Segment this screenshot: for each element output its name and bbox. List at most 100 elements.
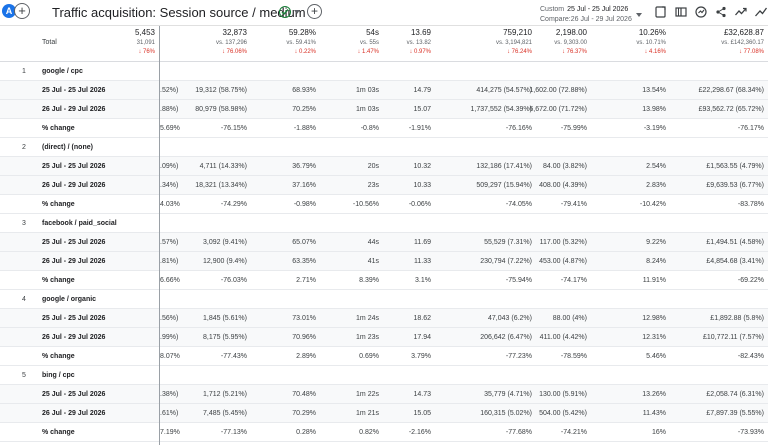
metric-cell: -0.06% xyxy=(408,201,431,208)
metric-cell: 8.24% xyxy=(646,258,666,265)
metric-cell: 15.07 xyxy=(413,106,431,113)
metric-cell: 160,315 (5.02%) xyxy=(480,410,532,417)
total-metric-value: 5,453 xyxy=(134,28,155,37)
metric-cell: 453.00 (4.87%) xyxy=(539,258,587,265)
check-icon[interactable] xyxy=(279,6,291,18)
metric-cell: 1m 03s xyxy=(356,106,379,113)
total-metric-delta: ↓ 76% xyxy=(138,49,155,55)
metric-cell: 44s xyxy=(367,239,379,246)
metric-cell: 12.98% xyxy=(642,315,666,322)
metric-cell: 11.91% xyxy=(642,277,666,284)
date-range-row: 26 Jul - 29 Jul 2026 .61%) 7,485 (5.45%) 70… xyxy=(0,404,768,423)
metric-cell: 13.98% xyxy=(642,106,666,113)
metric-cell: 0.82% xyxy=(359,429,379,436)
metric-cell: .99%) xyxy=(160,334,179,341)
percent-change-row: % change 7.19% -77.13% 0.28% 0.82% -2.16% -77.… xyxy=(0,423,768,442)
metric-cell: -76.15% xyxy=(220,125,247,132)
metric-cell: 65.07% xyxy=(292,239,316,246)
date-dropdown-icon[interactable] xyxy=(636,13,642,17)
metric-cell: .09%) xyxy=(160,163,179,170)
total-metric-delta: ↓ 76.06% xyxy=(221,49,247,55)
metric-cell: 5.69% xyxy=(160,125,180,132)
insights-icon[interactable] xyxy=(694,5,708,19)
metric-cell: 9.22% xyxy=(646,239,666,246)
group-header-row: 2 (direct) / (none) xyxy=(0,138,768,157)
row-label: 26 Jul - 29 Jul 2026 xyxy=(42,182,106,189)
metric-cell: 10.33 xyxy=(413,182,431,189)
total-metric-delta: ↓ 77.08% xyxy=(738,49,764,55)
date-range-picker[interactable]: Custom 25 Jul - 25 Jul 2026 Compare:26 Ju… xyxy=(540,5,640,25)
metric-cell: 132,186 (17.41%) xyxy=(476,163,532,170)
row-index: 1 xyxy=(22,68,26,75)
metric-cell: 230,794 (7.22%) xyxy=(480,258,532,265)
metric-cell: £4,854.68 (3.41%) xyxy=(706,258,764,265)
metric-cell: -1.91% xyxy=(408,125,431,132)
metric-cell: -76.03% xyxy=(220,277,247,284)
share-icon[interactable] xyxy=(714,5,728,19)
row-label: 25 Jul - 25 Jul 2026 xyxy=(42,163,106,170)
compare-columns-icon[interactable] xyxy=(674,5,688,19)
metric-cell: -76.17% xyxy=(737,125,764,132)
metric-cell: 55,529 (7.31%) xyxy=(484,239,532,246)
metric-cell: .34%) xyxy=(160,182,179,189)
row-index: 2 xyxy=(22,144,26,151)
total-metric-delta: ↓ 76.37% xyxy=(561,49,587,55)
column-divider[interactable] xyxy=(159,26,160,445)
metric-cell: 13.26% xyxy=(642,391,666,398)
metric-cell: 10.32 xyxy=(413,163,431,170)
metric-cell: 1,845 (5.61%) xyxy=(203,315,247,322)
total-metric-value: 2,198.00 xyxy=(555,28,587,37)
metric-cell: 88.00 (4%) xyxy=(552,315,587,322)
metric-cell: .52%) xyxy=(160,87,179,94)
chevron-down-icon[interactable] xyxy=(294,10,300,14)
source-medium-name: facebook / paid_social xyxy=(42,220,117,227)
row-index: 3 xyxy=(22,220,26,227)
metric-cell: -77.68% xyxy=(505,429,532,436)
metric-cell: -2.16% xyxy=(408,429,431,436)
date-range-text: 25 Jul - 25 Jul 2026 xyxy=(567,6,629,13)
metric-cell: 70.29% xyxy=(292,410,316,417)
metric-cell: 37.16% xyxy=(292,182,316,189)
metric-cell: 19,312 (58.75%) xyxy=(195,87,247,94)
row-label: % change xyxy=(42,201,75,208)
metric-cell: 70.96% xyxy=(292,334,316,341)
percent-change-row: % change 5.69% -76.15% -1.88% -0.8% -1.91% -76… xyxy=(0,119,768,138)
total-metric-compare: vs. 10.71% xyxy=(636,40,666,46)
source-medium-name: google / cpc xyxy=(42,68,83,75)
metric-cell: .88%) xyxy=(160,106,179,113)
metric-cell: 18.62 xyxy=(413,315,431,322)
total-metric-compare: vs. £142,360.17 xyxy=(721,40,764,46)
total-metric-value: £32,628.87 xyxy=(723,28,764,37)
report-edit-icon[interactable] xyxy=(654,5,668,19)
row-label: 26 Jul - 29 Jul 2026 xyxy=(42,258,106,265)
total-metric-compare: 31,091 xyxy=(136,40,155,46)
metric-cell: 509,297 (15.94%) xyxy=(476,182,532,189)
account-avatar[interactable]: A xyxy=(2,4,16,18)
metric-cell: 80,979 (58.98%) xyxy=(195,106,247,113)
metric-cell: £1,563.55 (4.79%) xyxy=(706,163,764,170)
metric-cell: -0.98% xyxy=(293,201,316,208)
metric-cell: -75.94% xyxy=(505,277,532,284)
metric-cell: 5.46% xyxy=(646,353,666,360)
total-metric-delta: ↓ 4.16% xyxy=(644,49,666,55)
row-label: 26 Jul - 29 Jul 2026 xyxy=(42,334,106,341)
add-report-button[interactable]: + xyxy=(14,3,30,19)
row-index: 5 xyxy=(22,372,26,379)
group-header-row: 5 bing / cpc xyxy=(0,366,768,385)
metric-cell: £1,892.88 (5.8%) xyxy=(710,315,764,322)
metric-cell: 1,737,552 (54.39%) xyxy=(470,106,533,113)
trend-icon[interactable] xyxy=(734,5,748,19)
metric-cell: £1,494.51 (4.58%) xyxy=(706,239,764,246)
total-metric-value: 54s xyxy=(366,28,379,37)
metric-cell: £10,772.11 (7.57%) xyxy=(703,334,764,341)
customize-icon[interactable] xyxy=(754,5,768,19)
metric-cell: -77.43% xyxy=(220,353,247,360)
metric-cell: -79.41% xyxy=(560,201,587,208)
metric-cell: £22,298.67 (68.34%) xyxy=(698,87,764,94)
row-index: 4 xyxy=(22,296,26,303)
metric-cell: 68.93% xyxy=(292,87,316,94)
add-comparison-button[interactable]: + xyxy=(307,4,322,19)
total-metric-value: 59.28% xyxy=(288,28,316,37)
metric-cell: 1m 23s xyxy=(356,334,379,341)
metric-cell: 1m 24s xyxy=(356,315,379,322)
